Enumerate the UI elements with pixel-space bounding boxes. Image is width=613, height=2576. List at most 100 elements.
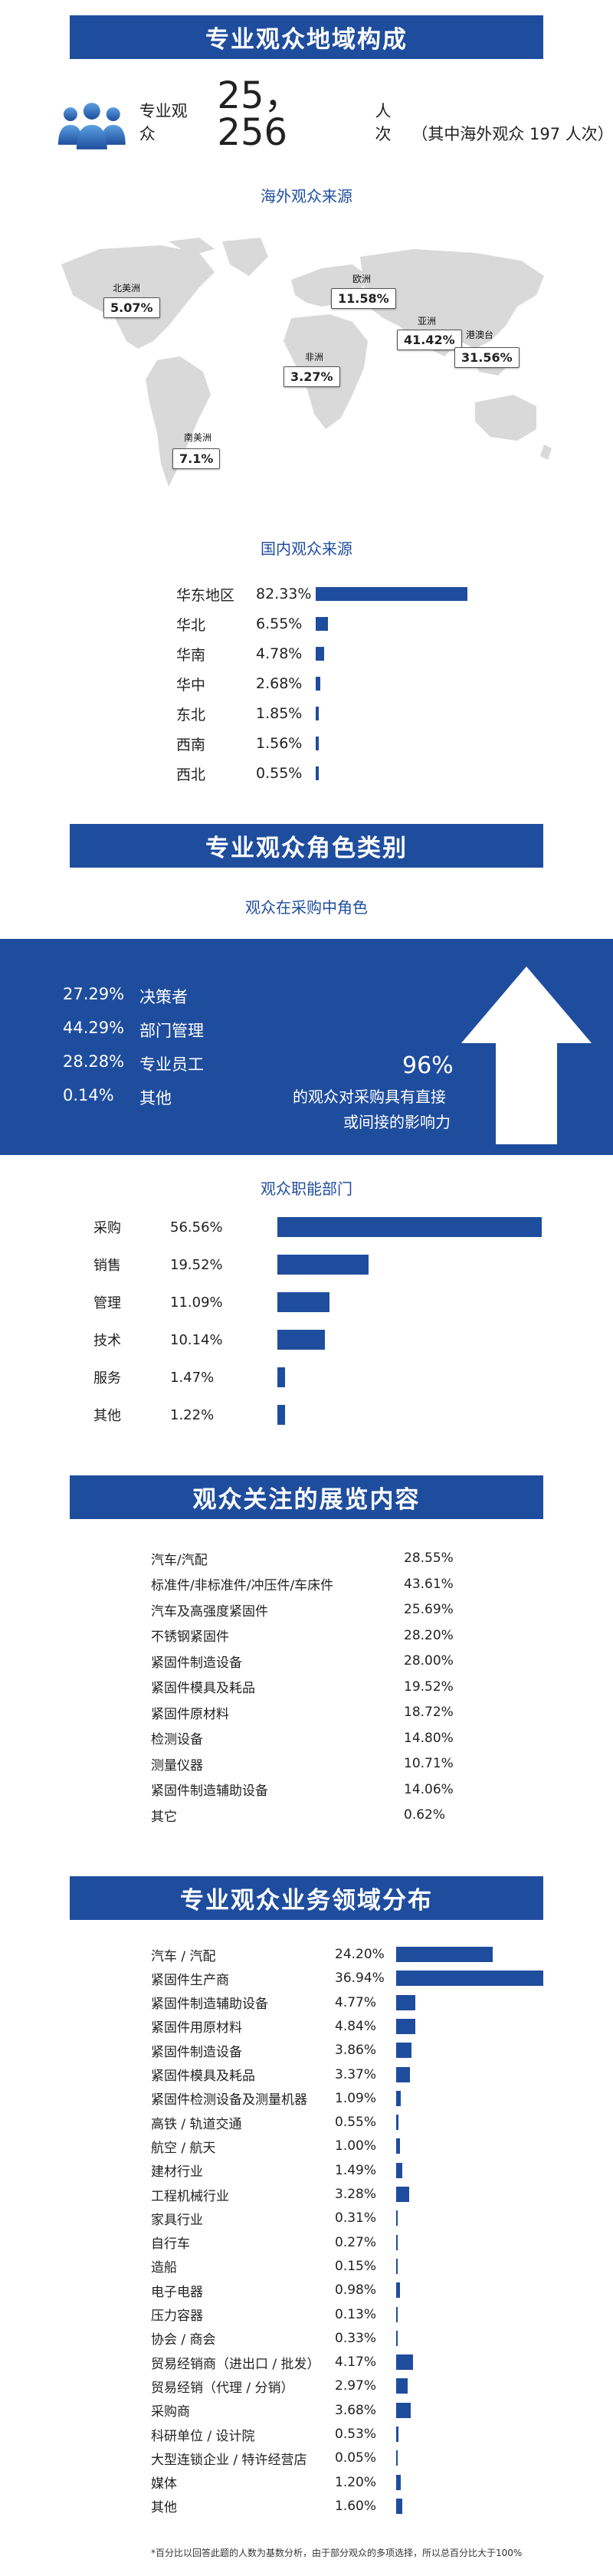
purchase-role-title: 观众在采购中角色 xyxy=(245,898,368,917)
influence-line1: 的观众对采购具有直接 xyxy=(293,1088,446,1106)
business-value: 1.00% xyxy=(335,2138,377,2154)
business-name: 采购商 xyxy=(151,2404,190,2420)
domestic-row: 西北 0.55% xyxy=(176,762,319,785)
exhibit-row: 紧固件制造辅助设备 14.06% xyxy=(151,1778,454,1801)
business-bar xyxy=(396,2378,408,2394)
domestic-region-name: 华中 xyxy=(176,676,206,694)
business-row: 紧固件用原材料 4.84% xyxy=(151,2015,611,2038)
business-value: 0.55% xyxy=(335,2115,377,2131)
function-value: 56.56% xyxy=(170,1219,223,1235)
exhibit-value: 14.06% xyxy=(404,1781,454,1797)
business-bar xyxy=(396,2162,402,2178)
region-value-north-america: 5.07% xyxy=(103,297,160,318)
domestic-region-name: 西北 xyxy=(176,766,206,783)
business-bar xyxy=(396,1994,415,2010)
business-name: 紧固件模具及耗品 xyxy=(151,2069,255,2084)
exhibit-value: 0.62% xyxy=(404,1807,446,1823)
region-name-north-america: 北美洲 xyxy=(113,283,141,294)
domestic-region-name: 东北 xyxy=(176,706,206,724)
exhibit-row: 检测设备 14.80% xyxy=(151,1727,454,1750)
domestic-row: 华东地区 82.33% xyxy=(176,582,467,605)
domestic-row: 华南 4.78% xyxy=(176,642,325,665)
exhibit-value: 28.20% xyxy=(404,1627,454,1643)
exhibit-row: 其它 0.62% xyxy=(151,1803,445,1826)
business-row: 工程机械行业 3.28% xyxy=(151,2183,611,2206)
business-name: 汽车 / 汽配 xyxy=(151,1948,216,1964)
region-value-asia: 41.42% xyxy=(397,330,462,350)
business-value: 4.77% xyxy=(335,1994,377,2010)
business-name: 自行车 xyxy=(151,2236,190,2253)
business-value: 0.31% xyxy=(335,2210,377,2227)
business-bar xyxy=(396,2306,398,2322)
exhibit-name: 测量仪器 xyxy=(151,1757,203,1774)
business-name: 紧固件用原材料 xyxy=(151,2020,242,2036)
exhibit-row: 不锈钢紧固件 28.20% xyxy=(151,1624,454,1647)
footnote: *百分比以回答此题的人数为基数分析，由于部分观众的多项选择，所以总百分比大于10… xyxy=(151,2548,523,2558)
domestic-region-value: 2.68% xyxy=(256,675,303,692)
business-value: 2.97% xyxy=(335,2378,377,2394)
exhibit-name: 汽车及高强度紧固件 xyxy=(151,1603,268,1619)
business-row: 紧固件生产商 36.94% xyxy=(151,1967,611,1990)
business-bar xyxy=(396,2427,398,2442)
exhibit-row: 标准件/非标准件/冲压件/车床件 43.61% xyxy=(151,1573,454,1596)
business-value: 1.09% xyxy=(335,2090,377,2106)
total-unit: 人次 xyxy=(375,102,392,143)
exhibit-value: 28.00% xyxy=(404,1653,454,1669)
exhibit-value: 25.69% xyxy=(404,1602,454,1617)
business-bar xyxy=(396,2138,401,2154)
function-value: 1.47% xyxy=(170,1369,215,1386)
business-value: 3.28% xyxy=(335,2187,377,2202)
domestic-row: 华中 2.68% xyxy=(176,672,321,695)
function-name: 销售 xyxy=(93,1258,121,1274)
domestic-bar xyxy=(316,707,320,720)
exhibit-row: 紧固件原材料 18.72% xyxy=(151,1701,454,1724)
function-name: 采购 xyxy=(93,1220,121,1236)
function-value: 19.52% xyxy=(170,1256,223,1273)
exhibit-row: 测量仪器 10.71% xyxy=(151,1752,454,1775)
exhibit-value: 10.71% xyxy=(404,1756,454,1771)
exhibit-name: 紧固件原材料 xyxy=(151,1706,229,1722)
business-bar xyxy=(396,2234,398,2250)
business-bar xyxy=(396,2210,398,2227)
exhibit-name: 不锈钢紧固件 xyxy=(151,1629,229,1645)
business-name: 造船 xyxy=(151,2260,177,2276)
function-name: 管理 xyxy=(93,1295,121,1311)
business-row: 贸易经销（代理 / 分销） 2.97% xyxy=(151,2374,611,2397)
business-row: 汽车 / 汽配 24.20% xyxy=(151,1943,611,1966)
business-bar xyxy=(396,2402,411,2418)
function-title: 观众职能部门 xyxy=(261,1180,352,1198)
business-value: 4.84% xyxy=(335,2018,377,2034)
business-row: 紧固件检测设备及测量机器 1.09% xyxy=(151,2087,611,2110)
role-name: 专业员工 xyxy=(139,1055,204,1074)
business-name: 电子电器 xyxy=(151,2284,203,2300)
function-value: 10.14% xyxy=(170,1331,223,1348)
domestic-region-value: 1.56% xyxy=(256,735,303,752)
business-name: 紧固件制造设备 xyxy=(151,2044,242,2060)
business-value: 0.27% xyxy=(335,2234,377,2250)
business-row: 造船 0.15% xyxy=(151,2255,611,2278)
world-map xyxy=(61,238,552,487)
business-row: 其他 1.60% xyxy=(151,2495,611,2518)
business-bar xyxy=(396,2498,403,2514)
region-name-south-america: 南美洲 xyxy=(184,432,212,443)
business-bar xyxy=(396,2018,416,2034)
business-name: 紧固件制造辅助设备 xyxy=(151,1997,268,2013)
business-row: 紧固件制造设备 3.86% xyxy=(151,2039,611,2062)
business-name: 高铁 / 轨道交通 xyxy=(151,2116,242,2132)
business-value: 0.53% xyxy=(335,2427,377,2442)
business-bar xyxy=(396,2450,398,2466)
domestic-region-value: 0.55% xyxy=(256,765,303,782)
business-row: 压力容器 0.13% xyxy=(151,2303,611,2326)
business-bar xyxy=(396,2187,410,2202)
region-name-africa: 非洲 xyxy=(305,352,324,363)
business-value: 0.13% xyxy=(335,2306,377,2322)
business-bar xyxy=(396,2258,398,2274)
role-name: 决策者 xyxy=(139,988,188,1006)
function-row: 采购 56.56% xyxy=(93,1216,543,1239)
region-name-europe: 欧洲 xyxy=(352,274,372,284)
domestic-row: 东北 1.85% xyxy=(176,702,320,725)
domestic-bar xyxy=(316,587,467,601)
business-name: 压力容器 xyxy=(151,2309,203,2324)
business-row: 自行车 0.27% xyxy=(151,2231,611,2254)
section-title-business: 专业观众业务领域分布 xyxy=(70,1876,543,1920)
